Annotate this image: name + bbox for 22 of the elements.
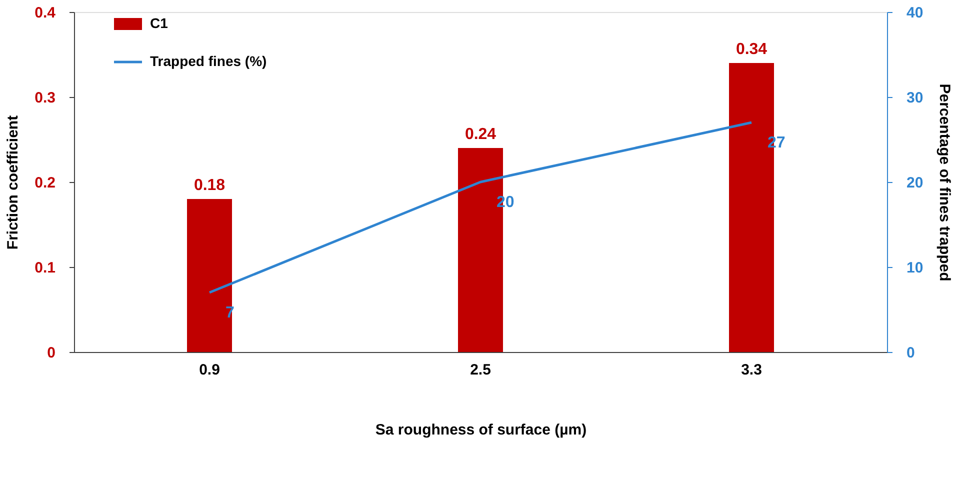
data-label: 0.24 <box>464 126 496 143</box>
legend-label: Trapped fines (%) <box>150 53 267 69</box>
y2-tick-label: 10 <box>906 260 924 276</box>
y2-axis-title: Percentage of fines trapped <box>936 84 954 282</box>
legend-label: C1 <box>150 15 168 31</box>
x-tick-label: 0.9 <box>199 362 220 378</box>
data-label: 0.34 <box>736 41 768 58</box>
x-tick-label: 2.5 <box>470 362 491 378</box>
y2-tick-label: 0 <box>906 344 915 362</box>
bar <box>187 199 232 352</box>
y2-tick-label: 40 <box>906 4 924 22</box>
y-tick-label: 0.2 <box>34 174 56 192</box>
x-axis-title: Sa roughness of surface (µm) <box>375 422 587 438</box>
y-axis-title: Friction coefficient <box>4 115 22 250</box>
y-tick-label: 0.3 <box>34 90 56 106</box>
y-tick-label: 0 <box>47 344 56 362</box>
y2-tick-label: 30 <box>906 90 924 106</box>
x-tick-label: 3.3 <box>741 362 762 378</box>
data-label: 0.18 <box>194 177 226 194</box>
y2-tick-label: 20 <box>906 174 924 192</box>
y-tick-label: 0.4 <box>34 4 56 22</box>
y-tick-label: 0.1 <box>34 260 56 276</box>
